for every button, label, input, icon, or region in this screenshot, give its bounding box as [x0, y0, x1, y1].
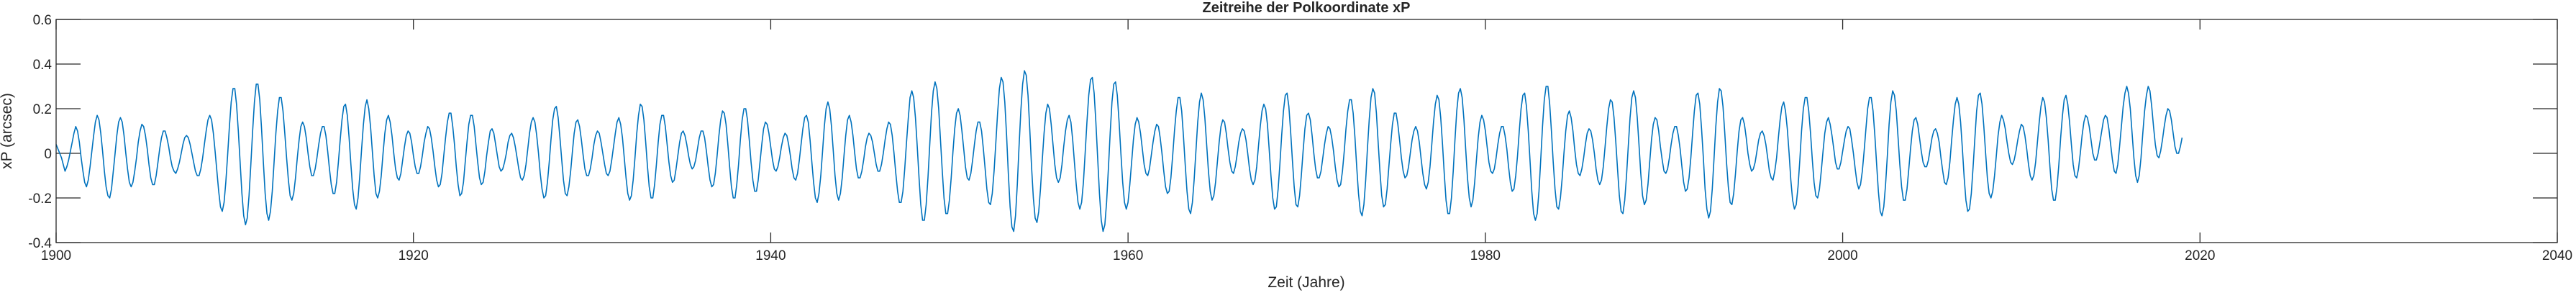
axes-box: [55, 19, 2558, 243]
x-tick-label: 2000: [1827, 248, 1857, 263]
x-tick-label: 2040: [2542, 248, 2572, 263]
axis-ticks: 1900 1920 1940 1960 1980 2000 2020 2040 -0.4 -0.2…: [28, 13, 2572, 263]
y-tick-label: 0: [44, 147, 52, 162]
x-tick-label: 1920: [399, 248, 429, 263]
y-tick-label: 0.4: [33, 58, 53, 73]
chart-title: Zeitreihe der Polkoordinate xP: [1203, 0, 1411, 16]
y-axis-label: xP (arcsec): [0, 93, 15, 169]
plot-area: [56, 19, 2557, 243]
y-tick-label: -0.4: [28, 236, 52, 251]
data-series: [55, 70, 2183, 232]
y-tick-label: -0.2: [28, 191, 52, 207]
y-tick-label: 0.6: [33, 13, 52, 28]
x-axis-label: Zeit (Jahre): [1267, 274, 1344, 291]
x-tick-label: 1960: [1113, 248, 1143, 263]
series-line-xp: [55, 70, 2183, 232]
y-tick-label: 0.2: [33, 102, 52, 117]
x-tick-label: 1940: [755, 248, 786, 263]
x-tick-label: 1900: [41, 248, 71, 263]
x-tick-label: 1980: [1470, 248, 1501, 263]
x-tick-label: 2020: [2185, 248, 2215, 263]
